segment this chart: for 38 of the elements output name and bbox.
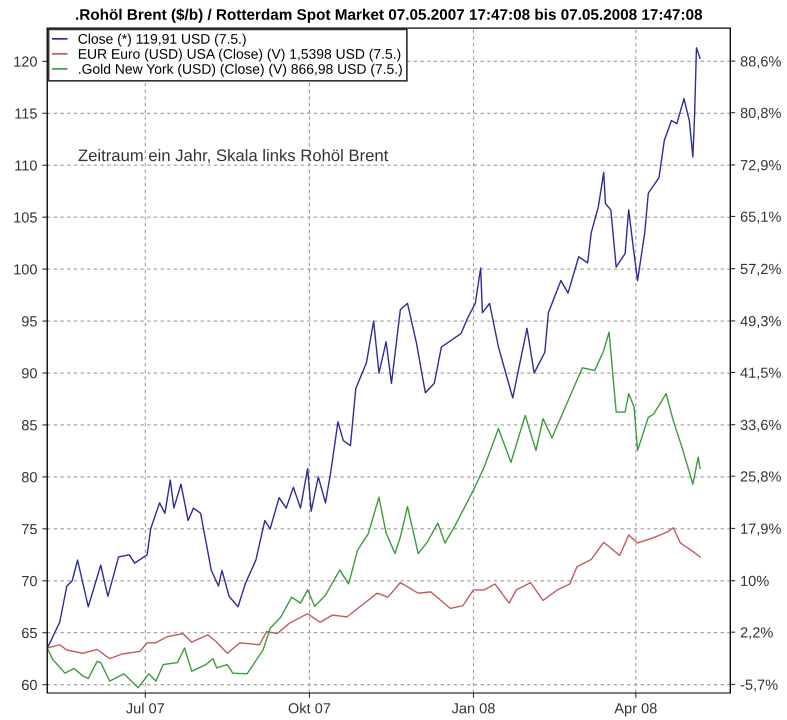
y-tick-label: 70 (22, 576, 37, 586)
x-tick-label: Apr 08 (614, 703, 657, 716)
line-series (47, 527, 701, 660)
y-tick-label: 75 (22, 524, 37, 534)
y2-tick-label: 17,9% (741, 524, 781, 536)
y-tick-label: 115 (15, 108, 37, 119)
y2-tick-label: 33,6% (740, 420, 781, 432)
y2-tick-label: 57,2% (740, 264, 781, 276)
y-tick-label: 85 (22, 420, 37, 430)
y2-tick-label: 65,1% (740, 212, 781, 224)
y-tick-label: 90 (22, 368, 37, 378)
x-tick-label: Okt 07 (288, 702, 330, 714)
y-tick-label: 65 (22, 628, 37, 638)
legend-label: .Gold New York (USD) (Close) (V) 866,98 USD (7.5.) (79, 64, 402, 77)
y2-tick-label: 72,9% (740, 160, 781, 172)
legend-label: Close (*) 119,91 USD (7.5.) (78, 34, 246, 47)
y2-tick-label: 25,8% (740, 471, 781, 484)
y-tick-label: 100 (14, 264, 37, 275)
y-tick-label: 110 (15, 160, 37, 171)
y2-tick-label: -5,7% (740, 680, 778, 692)
y-tick-label: 60 (22, 680, 37, 690)
y2-tick-label: 2,2% (740, 627, 773, 640)
x-tick-label: Jul 07 (126, 702, 164, 714)
y-tick-label: 95 (22, 316, 37, 326)
line-series (47, 47, 701, 650)
y-tick-label: 105 (14, 212, 37, 223)
y2-tick-label: 80,8% (740, 108, 781, 120)
y-tick-label: 80 (22, 472, 37, 482)
line-series (47, 331, 701, 688)
y-tick-label: 120 (14, 56, 37, 67)
y2-tick-label: 10% (741, 576, 769, 586)
y2-tick-label: 49,3% (740, 316, 781, 328)
annotation: Zeitraum ein Jahr, Skala links Rohöl Brent (78, 148, 388, 164)
x-tick-label: Jan 08 (452, 703, 495, 714)
legend-label: EUR Euro (USD) USA (Close) (V) 1,5398 USD (7.5.) (78, 48, 400, 62)
y2-tick-label: 88,6% (740, 56, 781, 68)
chart-title: .Rohöl Brent ($/b) / Rotterdam Spot Market 07.05.2007 17:47:08 bis 07.05.2008 17:47:08 (76, 8, 702, 23)
y2-tick-label: 41,5% (740, 368, 781, 380)
